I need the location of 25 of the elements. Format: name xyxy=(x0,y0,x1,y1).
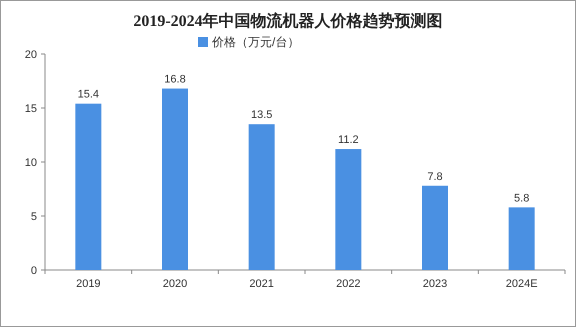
x-tick-label: 2021 xyxy=(249,278,274,290)
data-label: 7.8 xyxy=(427,170,443,183)
y-tick-label: 15 xyxy=(24,103,37,115)
y-tick-label: 20 xyxy=(24,49,37,61)
data-label: 11.2 xyxy=(338,134,359,146)
x-tick-label: 2024E xyxy=(506,278,538,290)
legend-label: 价格（万元/台） xyxy=(211,35,300,49)
bar xyxy=(335,149,362,270)
chart-title: 2019-2024年中国物流机器人价格趋势预测图 xyxy=(133,11,443,30)
bar xyxy=(248,124,275,270)
bar xyxy=(422,186,448,270)
y-tick-label: 5 xyxy=(30,211,37,223)
bar xyxy=(162,88,188,270)
data-label: 5.8 xyxy=(514,192,530,204)
bar xyxy=(508,207,535,270)
x-tick-label: 2023 xyxy=(422,278,448,290)
data-label: 16.8 xyxy=(164,74,186,86)
x-tick-label: 2022 xyxy=(336,278,361,290)
x-tick-label: 2019 xyxy=(76,278,101,290)
y-tick-label: 0 xyxy=(30,265,37,277)
x-tick-label: 2020 xyxy=(162,278,188,290)
y-tick-label: 10 xyxy=(24,157,37,169)
bar xyxy=(75,104,102,270)
data-label: 15.4 xyxy=(78,88,100,101)
data-label: 13.5 xyxy=(250,109,272,122)
